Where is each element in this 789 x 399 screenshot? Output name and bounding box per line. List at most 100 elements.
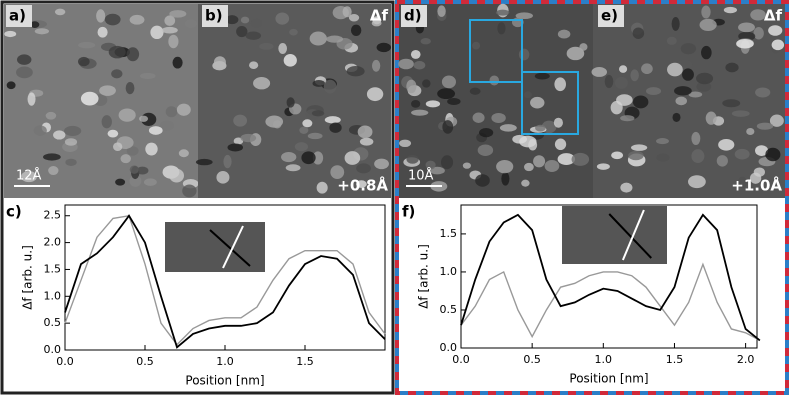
afm-feature [307,132,323,140]
afm-feature [491,112,506,123]
afm-feature [447,97,461,105]
afm-feature [4,30,17,38]
highlight-box [521,71,579,135]
afm-feature [425,100,441,108]
afm-feature [30,21,40,28]
afm-feature [139,115,149,122]
afm-feature [184,19,197,28]
afm-feature [497,22,506,35]
label-box [598,5,624,27]
y-tick-label: 1.0 [44,289,62,302]
afm-feature [356,180,367,188]
x-tick-label: 0.5 [523,353,541,366]
y-tick-label: 2.0 [44,236,62,249]
afm-feature [524,162,534,172]
afm-feature [705,111,717,125]
afm-feature [64,138,78,146]
afm-feature [107,129,119,138]
afm-feature [326,35,344,43]
afm-feature [312,80,326,87]
panel-border [0,0,395,395]
afm-feature [259,42,274,50]
afm-feature [523,91,532,99]
afm-feature [413,60,426,70]
afm-feature [425,160,436,170]
afm-feature [688,175,706,189]
afm-feature [78,56,90,67]
afm-feature [20,171,37,183]
afm-feature [366,87,384,102]
afm-feature [725,62,739,73]
afm-feature [96,9,106,23]
afm-feature [674,86,692,96]
afm-feature [398,58,414,70]
y-tick-label: 1.5 [440,227,458,240]
afm-feature [701,45,712,60]
afm-feature [182,184,197,198]
afm-feature [53,130,66,140]
x-axis-label: Position [nm] [185,374,264,388]
afm-feature [723,6,738,14]
afm-feature [738,22,755,33]
afm-feature [512,134,527,144]
afm-feature [216,171,230,184]
afm-feature [756,122,774,130]
afm-feature [278,42,288,55]
afm-feature [78,41,96,49]
afm-feature [113,142,123,152]
afm-feature [33,125,47,136]
afm-feature [753,27,764,40]
afm-feature [441,75,456,89]
afm-feature [731,110,750,117]
afm-feature [472,112,485,123]
afm-feature [768,25,783,36]
y-tick-label: 0.5 [44,316,62,329]
afm-feature [691,149,705,163]
afm-feature [16,66,33,79]
afm-feature [330,165,345,180]
afm-feature [159,120,175,131]
inset-image [165,222,265,272]
label-box [202,5,228,27]
data-line [460,213,761,342]
afm-feature [342,6,352,18]
afm-feature [699,18,717,31]
afm-feature [316,181,328,194]
afm-feature [240,133,257,143]
afm-feature [630,69,639,82]
afm-feature [140,72,156,80]
x-tick-label: 1.0 [216,355,234,368]
afm-feature [272,120,282,129]
afm-feature [518,48,530,61]
label-box [6,5,32,27]
afm-feature [301,151,316,165]
afm-feature [250,18,263,29]
images [4,3,785,198]
afm-feature [65,158,77,166]
afm-feature [489,75,500,86]
afm-feature [646,87,662,95]
afm-feature [553,117,563,128]
afm-feature [479,127,494,138]
afm-feature [620,182,633,193]
afm-feature [129,14,145,25]
data-line [460,262,761,342]
afm-feature [120,154,131,164]
afm-feature [671,17,680,31]
afm-feature [769,114,784,127]
afm-feature [701,5,711,19]
afm-feature [108,45,126,59]
afm-feature [616,94,633,106]
afm-feature [245,31,262,40]
data-line [64,214,386,349]
afm-feature [172,56,183,69]
afm-feature [115,178,126,186]
labels: a) b) Δf 12Å +0.8Å c) d) e) Δf 10Å +1.0Å… [6,5,782,221]
x-tick-label: 1.0 [595,353,613,366]
afm-feature [169,10,187,18]
afm-feature [359,137,374,146]
data-line [64,214,386,346]
afm-feature [591,67,608,77]
channel-label: Δf [764,7,783,25]
afm-feature [765,147,781,162]
